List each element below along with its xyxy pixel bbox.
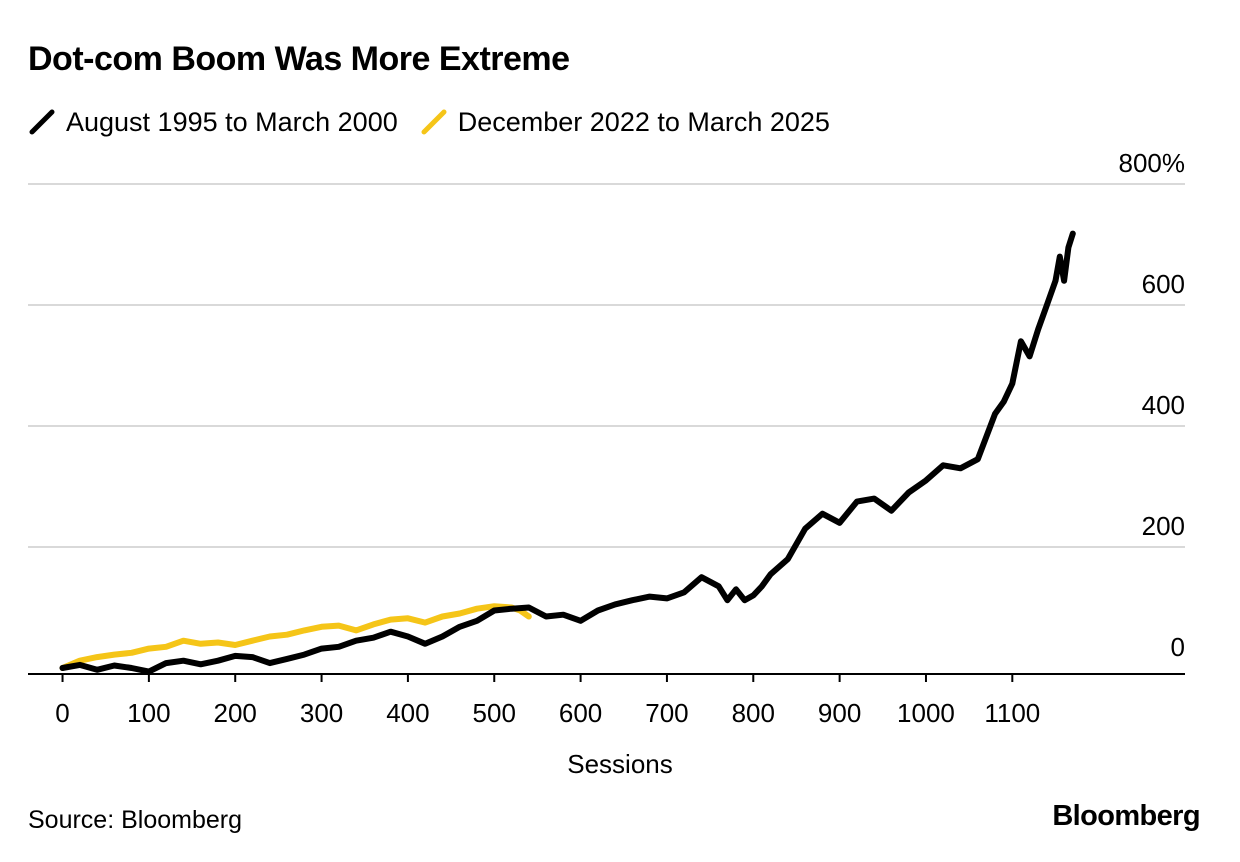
series-line-0 xyxy=(59,230,1076,675)
line-chart: 0 200 400 600 800% 0 100 200 300 400 500 600 700 800 9… xyxy=(28,148,1185,779)
y-tick-label-800: 800% xyxy=(1119,148,1186,178)
x-tick-label-1000: 1000 xyxy=(897,698,955,728)
series-line-1 xyxy=(59,603,532,671)
legend-label-dotcom: August 1995 to March 2000 xyxy=(66,106,398,137)
source-note: Source: Bloomberg xyxy=(28,806,243,834)
legend-item-dotcom: August 1995 to March 2000 xyxy=(28,107,398,138)
x-tick-label-300: 300 xyxy=(300,698,343,728)
legend: August 1995 to March 2000 December 2022 … xyxy=(28,104,852,140)
legend-label-current: December 2022 to March 2025 xyxy=(457,106,830,137)
y-tick-label-400: 400 xyxy=(1142,390,1185,420)
x-tick-label-500: 500 xyxy=(473,698,516,728)
x-tick-label-900: 900 xyxy=(818,698,861,728)
bloomberg-logo: Bloomberg xyxy=(1052,800,1200,832)
legend-swatch-current xyxy=(421,109,447,135)
x-tick-label-0: 0 xyxy=(55,698,69,728)
series-layer xyxy=(59,230,1076,675)
grid-layer xyxy=(28,183,1185,548)
x-tick-label-100: 100 xyxy=(127,698,170,728)
y-tick-label-200: 200 xyxy=(1142,511,1185,541)
y-tick-label-600: 600 xyxy=(1142,269,1185,299)
x-tick-label-200: 200 xyxy=(214,698,257,728)
x-axis-title: Sessions xyxy=(567,749,673,779)
x-tick-label-700: 700 xyxy=(645,698,688,728)
x-tick-label-600: 600 xyxy=(559,698,602,728)
axis-layer: 0 200 400 600 800% 0 100 200 300 400 500 600 700 800 9… xyxy=(28,148,1185,728)
x-tick-label-1100: 1100 xyxy=(984,698,1040,728)
x-tick-label-800: 800 xyxy=(732,698,775,728)
y-tick-label-0: 0 xyxy=(1171,632,1185,662)
x-tick-label-400: 400 xyxy=(386,698,429,728)
legend-item-current: December 2022 to March 2025 xyxy=(420,107,830,138)
chart-title: Dot-com Boom Was More Extreme xyxy=(28,40,570,78)
legend-swatch-dotcom xyxy=(29,109,55,135)
